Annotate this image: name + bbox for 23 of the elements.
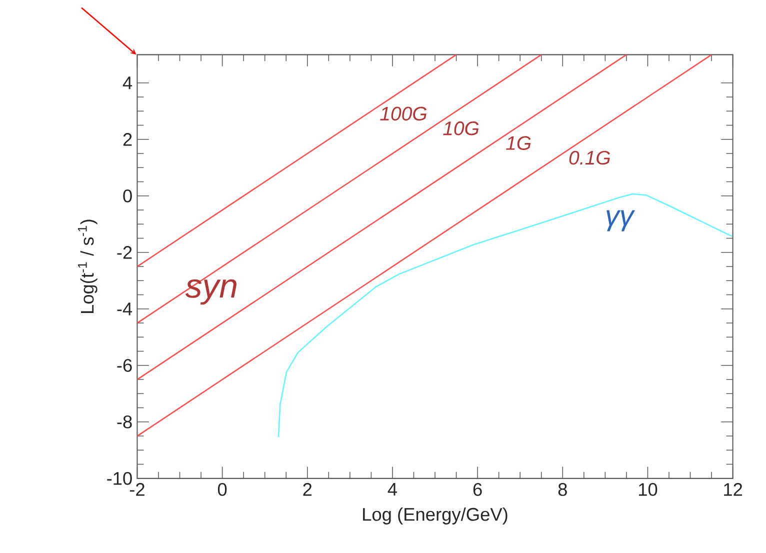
y-tick-label: 2 (123, 133, 132, 146)
y-tick-label: -8 (117, 416, 132, 429)
x-tick-label: 6 (473, 483, 482, 496)
x-tick-label: 10 (638, 483, 658, 496)
series-label: 0.1G (569, 151, 610, 165)
y-tick-label: -4 (117, 302, 132, 316)
series-label: 10G (443, 122, 479, 136)
y-axis-title: Log(t$^{-1}$ / s$^{-1}$) (78, 220, 98, 314)
y-tick-label: 4 (122, 76, 132, 90)
series-label: 100G (380, 106, 427, 121)
annotation: syn (185, 280, 236, 305)
x-tick-label: 8 (558, 483, 567, 496)
x-axis-title: Log (Energy/GeV) (363, 508, 508, 525)
series-label: 1G (506, 136, 531, 150)
y-tick-label: -2 (117, 246, 132, 259)
series-label: γγ (606, 210, 636, 232)
y-tick-label: -6 (117, 359, 132, 372)
x-tick-label: 2 (303, 483, 312, 496)
x-tick-label: 12 (724, 483, 742, 496)
y-tick-label: -10 (107, 472, 132, 486)
x-tick-label: 4 (388, 483, 397, 496)
y-tick-label: 0 (123, 190, 132, 203)
x-tick-label: 0 (218, 483, 227, 496)
